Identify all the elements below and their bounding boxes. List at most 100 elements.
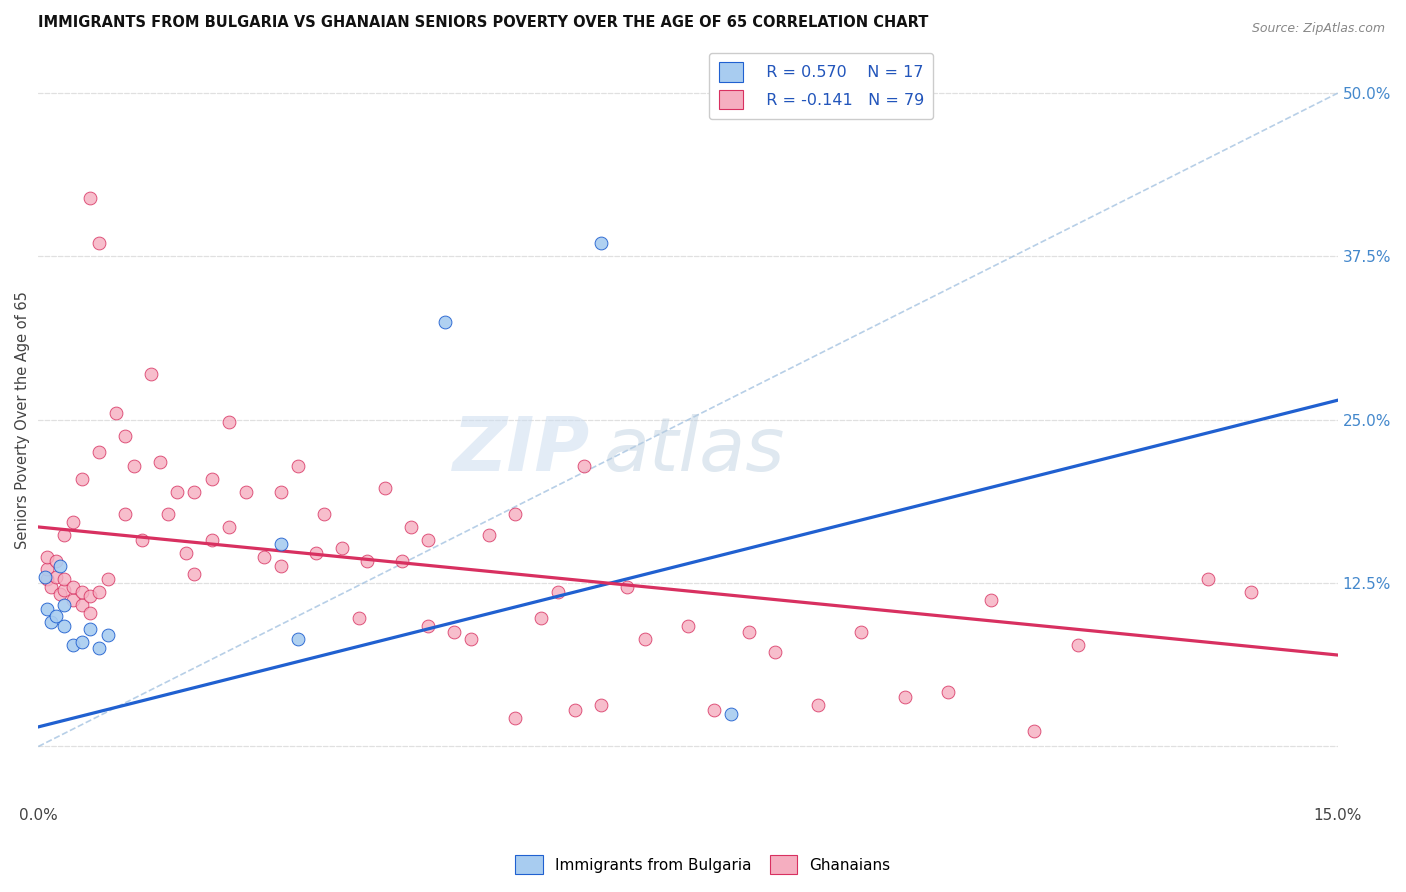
Point xyxy=(391,554,413,568)
Point xyxy=(287,632,309,647)
Point xyxy=(53,599,76,613)
Point xyxy=(79,589,101,603)
Point xyxy=(183,567,205,582)
Point xyxy=(807,698,830,712)
Point xyxy=(304,546,326,560)
Point xyxy=(1067,638,1090,652)
Point xyxy=(41,615,63,630)
Point xyxy=(1240,585,1263,599)
Point xyxy=(634,632,657,647)
Point xyxy=(270,559,292,574)
Point xyxy=(35,602,58,616)
Point xyxy=(356,554,378,568)
Point xyxy=(460,632,482,647)
Point xyxy=(62,638,84,652)
Point xyxy=(270,537,292,551)
Point xyxy=(893,690,915,704)
Point xyxy=(122,458,145,473)
Point xyxy=(200,472,222,486)
Point xyxy=(114,428,136,442)
Point xyxy=(53,619,76,633)
Point xyxy=(35,572,58,586)
Point xyxy=(720,706,742,721)
Point xyxy=(737,624,759,639)
Point xyxy=(53,528,76,542)
Point xyxy=(45,554,67,568)
Point xyxy=(936,684,959,698)
Point xyxy=(530,611,553,625)
Point xyxy=(131,533,153,547)
Text: IMMIGRANTS FROM BULGARIA VS GHANAIAN SENIORS POVERTY OVER THE AGE OF 65 CORRELAT: IMMIGRANTS FROM BULGARIA VS GHANAIAN SEN… xyxy=(38,15,929,30)
Point xyxy=(478,528,501,542)
Point xyxy=(70,472,93,486)
Point xyxy=(49,559,72,574)
Point xyxy=(572,458,595,473)
Point xyxy=(45,569,67,583)
Point xyxy=(183,484,205,499)
Point xyxy=(416,619,439,633)
Point xyxy=(252,549,274,564)
Point xyxy=(149,455,172,469)
Point xyxy=(70,585,93,599)
Point xyxy=(87,236,110,251)
Point xyxy=(591,698,613,712)
Legend: Immigrants from Bulgaria, Ghanaians: Immigrants from Bulgaria, Ghanaians xyxy=(509,849,897,880)
Point xyxy=(97,572,120,586)
Point xyxy=(1024,723,1046,738)
Point xyxy=(45,608,67,623)
Point xyxy=(174,546,197,560)
Point xyxy=(287,458,309,473)
Point xyxy=(79,622,101,636)
Point xyxy=(676,619,699,633)
Point xyxy=(62,515,84,529)
Point xyxy=(547,585,569,599)
Point xyxy=(105,406,128,420)
Point xyxy=(399,520,422,534)
Point xyxy=(851,624,873,639)
Point xyxy=(97,628,120,642)
Point xyxy=(70,599,93,613)
Point xyxy=(34,569,56,583)
Point xyxy=(79,191,101,205)
Point xyxy=(62,580,84,594)
Point xyxy=(87,585,110,599)
Point xyxy=(374,481,396,495)
Text: atlas: atlas xyxy=(603,414,785,486)
Point xyxy=(41,580,63,594)
Point xyxy=(416,533,439,547)
Text: ZIP: ZIP xyxy=(453,414,591,487)
Point xyxy=(347,611,370,625)
Point xyxy=(35,549,58,564)
Point xyxy=(70,635,93,649)
Point xyxy=(79,606,101,620)
Point xyxy=(763,645,786,659)
Point xyxy=(330,541,353,555)
Legend:   R = 0.570    N = 17,   R = -0.141   N = 79: R = 0.570 N = 17, R = -0.141 N = 79 xyxy=(709,53,934,119)
Point xyxy=(980,593,1002,607)
Point xyxy=(616,580,638,594)
Point xyxy=(166,484,188,499)
Point xyxy=(87,445,110,459)
Point xyxy=(218,416,240,430)
Point xyxy=(200,533,222,547)
Point xyxy=(53,572,76,586)
Point xyxy=(157,507,180,521)
Point xyxy=(503,711,526,725)
Point xyxy=(503,507,526,521)
Point xyxy=(218,520,240,534)
Point xyxy=(270,484,292,499)
Point xyxy=(53,582,76,597)
Point xyxy=(139,367,162,381)
Point xyxy=(87,641,110,656)
Point xyxy=(564,703,586,717)
Point xyxy=(35,562,58,576)
Y-axis label: Seniors Poverty Over the Age of 65: Seniors Poverty Over the Age of 65 xyxy=(15,291,30,549)
Point xyxy=(703,703,725,717)
Point xyxy=(591,236,613,251)
Point xyxy=(114,507,136,521)
Text: Source: ZipAtlas.com: Source: ZipAtlas.com xyxy=(1251,22,1385,36)
Point xyxy=(235,484,257,499)
Point xyxy=(49,586,72,600)
Point xyxy=(434,315,457,329)
Point xyxy=(443,624,465,639)
